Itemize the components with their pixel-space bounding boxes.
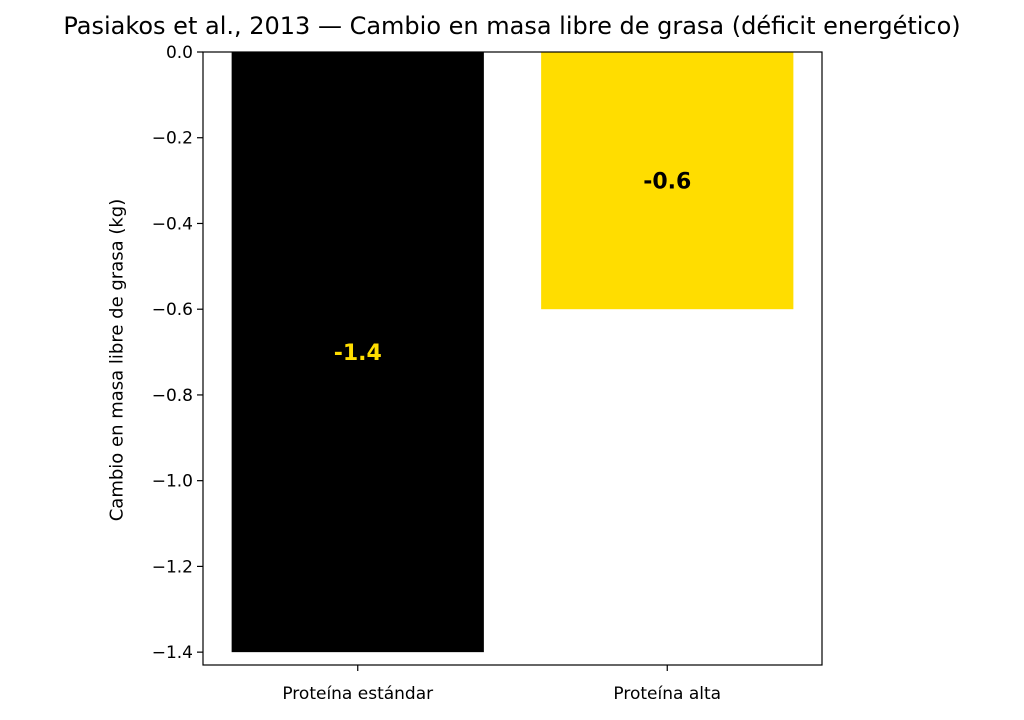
y-tick-label-1: 0.0 — [166, 43, 193, 63]
x-tick-label-1: Proteína estándar — [282, 684, 433, 704]
data-label-1: -1.4 — [334, 341, 382, 366]
bar-2 — [541, 52, 794, 310]
y-tick-label-8: −1.4 — [152, 643, 193, 663]
y-tick-label-5: −0.8 — [152, 386, 193, 406]
y-tick-label-2: −0.2 — [152, 129, 193, 149]
y-tick-label-6: −1.0 — [152, 472, 193, 492]
y-tick-label-4: −0.6 — [152, 300, 193, 320]
y-tick-label-7: −1.2 — [152, 557, 193, 577]
y-tick-label-3: −0.4 — [152, 214, 193, 234]
bars-layer — [231, 52, 794, 653]
plot-frame — [202, 51, 823, 666]
chart-title: Pasiakos et al., 2013 — Cambio en masa l… — [63, 12, 961, 40]
x-tick-label-2: Proteína alta — [613, 684, 721, 704]
bar-1 — [231, 52, 484, 653]
data-label-2: -0.6 — [643, 170, 691, 195]
y-axis: 0.0 −0.2 −0.4 −0.6 −0.8 −1.0 −1.2 −1.4 — [152, 43, 203, 663]
x-axis: Proteína estándar Proteína alta — [282, 665, 721, 704]
data-labels-layer: -1.4 -0.6 — [334, 170, 692, 366]
